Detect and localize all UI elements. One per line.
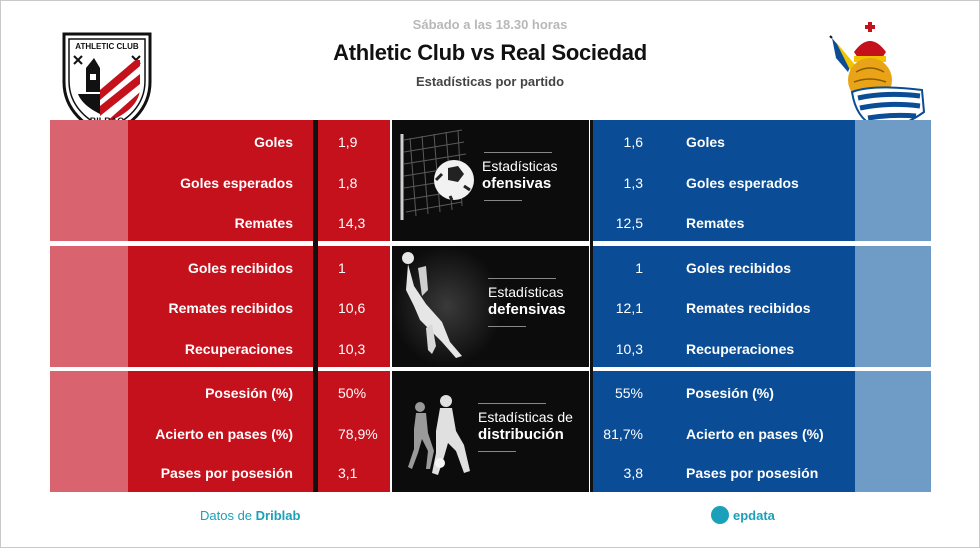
away-label-band xyxy=(664,120,855,241)
home-stat-value: 1,8 xyxy=(338,175,358,191)
home-stat-value: 10,6 xyxy=(338,300,366,316)
section-title: Estadísticas defensivas xyxy=(488,284,566,318)
section-title-rule xyxy=(478,403,546,404)
section-panel-defensivas: Estadísticas defensivas xyxy=(392,246,589,367)
home-stat-label: Goles recibidos xyxy=(187,260,293,276)
section-title-rule xyxy=(484,152,552,153)
epdata-icon xyxy=(711,506,729,524)
away-stat-label: Acierto en pases (%) xyxy=(686,426,824,442)
away-stat-value: 3,8 xyxy=(623,465,643,481)
home-stat-label: Acierto en pases (%) xyxy=(155,426,293,442)
away-pale-band xyxy=(855,120,931,241)
section-title-light: Estadísticas xyxy=(488,284,564,300)
home-stat-value: 14,3 xyxy=(338,215,366,231)
home-value-band xyxy=(318,246,390,367)
away-stat-value: 12,5 xyxy=(615,215,643,231)
away-stat-label: Recuperaciones xyxy=(686,341,795,357)
section-title-rule xyxy=(488,326,526,327)
home-label-band xyxy=(128,120,313,241)
away-stat-value: 55% xyxy=(614,385,643,401)
svg-text:ATHLETIC CLUB: ATHLETIC CLUB xyxy=(75,42,139,51)
data-source: Datos de Driblab xyxy=(200,508,300,523)
section-title: Estadísticas ofensivas xyxy=(482,158,557,192)
away-divider xyxy=(590,120,593,492)
home-label-band xyxy=(128,371,313,492)
home-stat-label: Posesión (%) xyxy=(205,385,293,401)
away-stat-value: 81,7% xyxy=(603,426,643,442)
home-stat-label: Remates recibidos xyxy=(168,300,294,316)
home-stat-value: 3,1 xyxy=(338,465,358,481)
section-panel-ofensivas: Estadísticas ofensivas xyxy=(392,120,589,241)
home-pale-band xyxy=(50,120,128,241)
away-value-band xyxy=(593,120,664,241)
section-title-bold: distribución xyxy=(478,426,564,443)
home-stat-value: 50% xyxy=(338,385,367,401)
section-title-bold: ofensivas xyxy=(482,175,552,192)
away-stat-value: 1 xyxy=(635,260,643,276)
away-stat-label: Goles recibidos xyxy=(686,260,792,276)
home-label-band xyxy=(128,246,313,367)
away-stat-value: 1,6 xyxy=(623,134,643,150)
home-stat-value: 1,9 xyxy=(338,134,358,150)
section-title: Estadísticas de distribución xyxy=(478,409,573,443)
home-pale-band xyxy=(50,371,128,492)
home-value-band xyxy=(318,120,390,241)
section-title-rule xyxy=(488,278,556,279)
epdata-brand: epdata xyxy=(733,507,775,523)
section-title-light: Estadísticas xyxy=(482,158,558,174)
home-value-band xyxy=(318,371,390,492)
epdata-logo: epdata xyxy=(711,506,775,524)
home-stat-value: 78,9% xyxy=(338,426,378,442)
home-stat-label: Goles xyxy=(254,134,293,150)
away-value-band xyxy=(593,371,664,492)
away-stat-label: Goles esperados xyxy=(686,175,799,191)
away-stat-value: 10,3 xyxy=(615,341,643,357)
section-panel-distribucion: Estadísticas de distribución xyxy=(392,371,589,492)
data-source-prefix: Datos de xyxy=(200,508,256,523)
away-stat-label: Remates recibidos xyxy=(686,300,811,316)
away-stat-label: Goles xyxy=(686,134,725,150)
page-subtitle: Estadísticas por partido xyxy=(415,74,565,89)
home-stat-label: Remates xyxy=(234,215,293,231)
home-divider xyxy=(313,120,318,492)
away-stat-value: 1,3 xyxy=(623,175,643,191)
away-label-band xyxy=(664,371,855,492)
real-sociedad-crest xyxy=(826,22,932,136)
section-title-bold: defensivas xyxy=(488,301,566,318)
home-stat-label: Recuperaciones xyxy=(184,341,293,357)
section-title-rule xyxy=(484,200,522,201)
away-value-band xyxy=(593,246,664,367)
home-stat-label: Goles esperados xyxy=(180,175,293,191)
section-title-rule xyxy=(478,451,516,452)
away-pale-band xyxy=(855,371,931,492)
away-stat-label: Posesión (%) xyxy=(686,385,774,401)
away-stat-label: Pases por posesión xyxy=(686,465,819,481)
section-title-light: Estadísticas de xyxy=(478,409,573,425)
page-title: Athletic Club vs Real Sociedad xyxy=(333,40,647,65)
away-pale-band xyxy=(855,246,931,367)
away-stat-label: Remates xyxy=(686,215,745,231)
home-pale-band xyxy=(50,246,128,367)
athletic-club-crest: ATHLETIC CLUB BILBAO xyxy=(60,30,154,136)
away-stat-value: 12,1 xyxy=(615,300,643,316)
home-stat-label: Pases por posesión xyxy=(160,465,293,481)
data-source-name: Driblab xyxy=(255,508,301,523)
home-stat-value: 10,3 xyxy=(338,341,366,357)
players-passing-icon xyxy=(408,395,470,475)
home-stat-value: 1 xyxy=(338,260,346,276)
goalkeeper-diving-icon xyxy=(392,246,502,367)
away-label-band xyxy=(664,246,855,367)
soccer-ball-in-net-icon xyxy=(400,129,474,220)
match-time: Sábado a las 18.30 horas xyxy=(412,17,568,32)
